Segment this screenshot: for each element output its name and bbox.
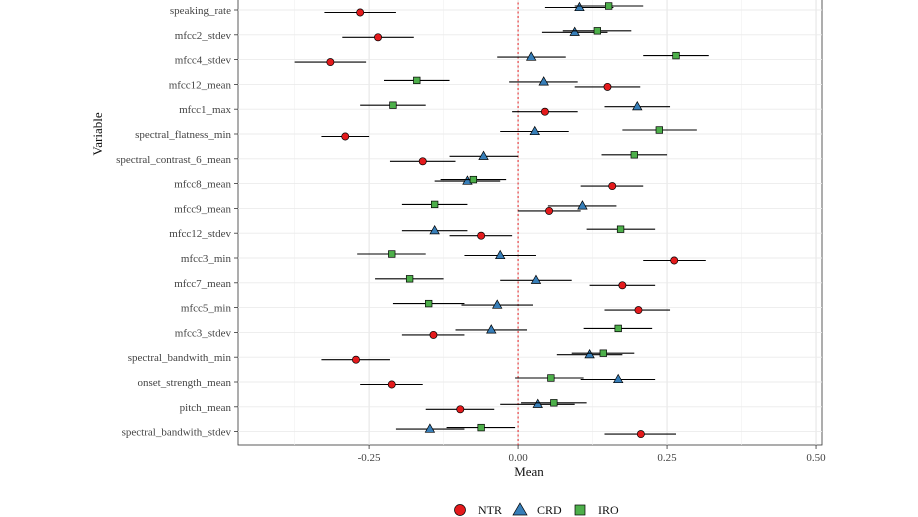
- ntr-point: [418, 157, 427, 166]
- iro-point: [389, 101, 397, 109]
- plot-panel-border: [237, 0, 823, 446]
- x-tick-label: 0.00: [508, 452, 528, 464]
- y-tick-label: spectral_flatness_min: [135, 129, 231, 141]
- y-tick-label: onset_strength_mean: [138, 377, 232, 389]
- y-tick-label: mfcc12_stdev: [169, 228, 231, 240]
- iro-point: [593, 27, 601, 35]
- iro-point: [672, 51, 680, 60]
- iro-point: [388, 250, 396, 258]
- iro-point: [405, 275, 414, 283]
- y-tick-label: spectral_contrast_6_mean: [116, 154, 231, 166]
- x-tick-label: -0.25: [358, 452, 381, 464]
- crd-point: [429, 224, 440, 235]
- crd-point: [612, 373, 624, 384]
- crd-point: [529, 125, 540, 136]
- crd-point: [569, 26, 580, 36]
- y-tick-label: mfcc12_mean: [169, 79, 232, 91]
- ntr-point: [341, 132, 350, 141]
- ntr-point: [352, 355, 360, 364]
- y-tick-label: spectral_bandwith_min: [128, 352, 232, 364]
- y-tick-label: mfcc5_min: [181, 303, 232, 315]
- iro-point: [655, 126, 663, 134]
- y-axis-title: Variable: [90, 112, 105, 156]
- y-tick-label: mfcc3_stdev: [175, 327, 232, 339]
- ntr-point: [608, 182, 617, 191]
- legend-crd-marker: [512, 502, 528, 516]
- crd-point: [492, 299, 503, 309]
- crd-point: [424, 423, 436, 433]
- crd-point: [530, 274, 542, 284]
- y-tick-label: speaking_rate: [170, 5, 231, 17]
- iro-point: [599, 349, 607, 357]
- crd-point: [462, 175, 473, 185]
- y-tick-label: mfcc9_mean: [174, 203, 231, 215]
- legend-crd-label: CRD: [537, 503, 562, 517]
- ntr-point: [429, 330, 438, 339]
- iro-point: [614, 324, 622, 333]
- y-tick-label: mfcc2_stdev: [175, 30, 232, 42]
- crd-point: [478, 150, 489, 160]
- ntr-point: [387, 380, 396, 389]
- legend-ntr-marker: [454, 504, 466, 516]
- y-tick-label: mfcc8_mean: [174, 179, 231, 191]
- ntr-point: [670, 256, 679, 265]
- crd-point: [486, 324, 497, 334]
- crd-point: [532, 398, 543, 408]
- crd-point: [525, 51, 537, 61]
- iro-point: [616, 225, 625, 233]
- iro-point: [425, 299, 433, 308]
- ntr-point: [540, 107, 549, 116]
- ntr-point: [603, 82, 612, 91]
- iro-point: [469, 175, 478, 184]
- ntr-point: [545, 206, 554, 215]
- crd-point: [577, 200, 588, 210]
- y-tick-label: spectral_bandwith_stdev: [122, 427, 232, 439]
- iro-point: [630, 151, 638, 159]
- ntr-point: [634, 306, 643, 315]
- iro-point: [550, 399, 558, 407]
- ntr-point: [374, 33, 382, 42]
- legend: NTR CRD IRO: [454, 502, 619, 517]
- x-tick-label: 0.25: [657, 452, 677, 464]
- iro-point: [605, 2, 613, 10]
- crd-point: [495, 249, 506, 260]
- ntr-point: [326, 58, 335, 67]
- ntr-point: [636, 430, 645, 439]
- crd-point: [584, 348, 595, 359]
- iro-point: [431, 200, 439, 209]
- y-tick-label: mfcc1_max: [179, 104, 231, 116]
- ntr-point: [356, 8, 365, 17]
- x-tick-label: 0.50: [806, 452, 826, 464]
- y-tick-label: pitch_mean: [180, 402, 232, 414]
- iro-point: [547, 374, 555, 382]
- crd-point: [574, 1, 585, 12]
- legend-ntr-label: NTR: [478, 503, 502, 517]
- crd-point: [632, 100, 643, 111]
- iro-point: [477, 423, 485, 432]
- legend-iro-marker: [574, 504, 586, 516]
- ntr-point: [456, 405, 465, 414]
- x-axis-title: Mean: [514, 464, 544, 479]
- crd-point: [538, 76, 549, 86]
- iro-point: [413, 76, 421, 85]
- y-tick-label: mfcc4_stdev: [175, 55, 232, 67]
- ntr-point: [477, 231, 486, 240]
- legend-iro-label: IRO: [598, 503, 619, 517]
- ntr-point: [618, 281, 627, 290]
- y-tick-label: mfcc7_mean: [174, 278, 231, 290]
- y-tick-label: mfcc3_min: [181, 253, 232, 265]
